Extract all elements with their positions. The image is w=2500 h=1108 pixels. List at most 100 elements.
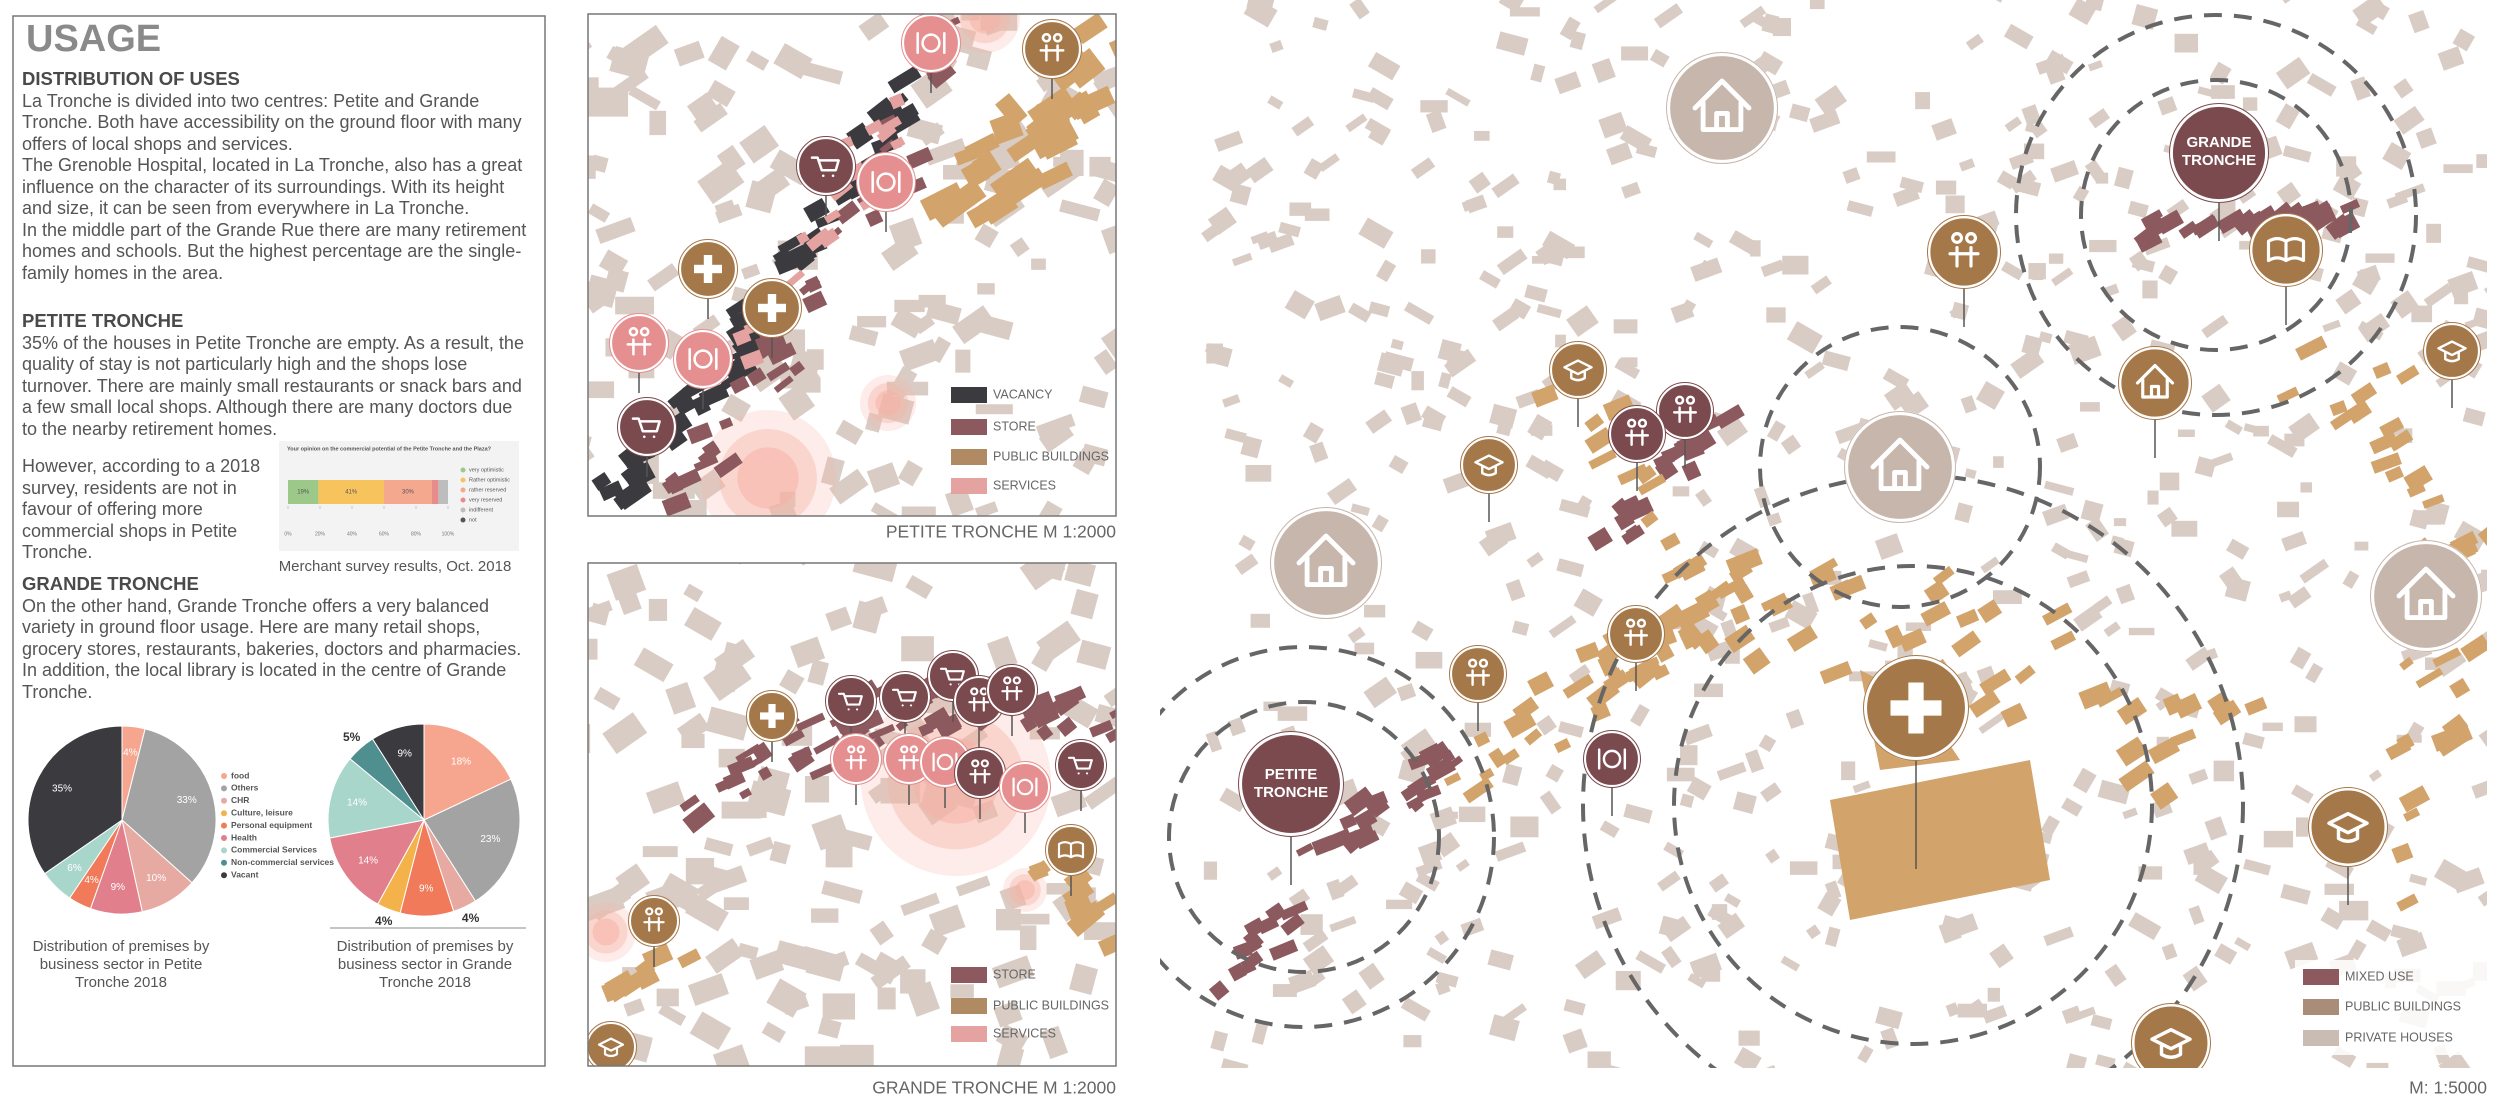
building	[1527, 671, 1555, 697]
building	[2355, 16, 2378, 35]
building	[604, 970, 634, 995]
building	[1657, 608, 1687, 633]
pie-slice	[423, 723, 512, 821]
building	[859, 596, 888, 620]
paragraph: In addition, the local library is locate…	[22, 660, 507, 702]
building	[821, 880, 863, 904]
building	[2339, 198, 2361, 214]
building	[648, 598, 668, 621]
building	[1411, 620, 1434, 642]
building	[1341, 989, 1367, 1015]
building	[841, 829, 873, 851]
building	[2329, 410, 2353, 431]
building	[628, 85, 661, 111]
building	[657, 872, 701, 912]
building	[1653, 3, 1684, 29]
building	[1365, 409, 1393, 434]
service-area	[969, 14, 1001, 34]
pie-slice	[329, 819, 425, 905]
building	[986, 636, 1018, 671]
building	[2162, 693, 2185, 716]
building	[2143, 237, 2171, 256]
building	[2021, 104, 2042, 127]
building	[732, 344, 758, 365]
building	[2073, 604, 2103, 632]
building	[1738, 1030, 1760, 1046]
icon	[1016, 778, 1034, 796]
survey-legend-label: very optimistic	[469, 467, 504, 473]
building	[2299, 558, 2330, 584]
building	[1046, 883, 1070, 895]
building	[2350, 76, 2372, 101]
survey-legend-swatch	[460, 497, 466, 503]
marker-ring	[879, 671, 931, 723]
building	[2097, 779, 2131, 805]
building	[1117, 351, 1156, 388]
building	[2354, 541, 2369, 551]
survey-tick-label: 40%	[347, 531, 358, 537]
building	[2476, 154, 2487, 168]
building	[2078, 681, 2114, 710]
building	[1339, 813, 1358, 830]
survey-caption: Merchant survey results, Oct. 2018	[278, 558, 512, 575]
building	[705, 706, 750, 741]
marker	[856, 152, 916, 212]
building	[1473, 731, 1491, 748]
building	[874, 951, 899, 973]
survey-value-label: 30%	[402, 490, 415, 496]
building	[1766, 420, 1786, 442]
building	[825, 606, 853, 632]
building	[2232, 209, 2260, 236]
building	[1915, 92, 1931, 110]
building	[1019, 925, 1037, 951]
building	[1698, 540, 1720, 559]
building	[1347, 626, 1366, 644]
building	[1273, 1071, 1299, 1094]
building	[1303, 158, 1325, 180]
building	[811, 814, 851, 851]
building	[1978, 711, 2006, 735]
icon	[1948, 232, 1980, 268]
icon	[1563, 359, 1593, 382]
pie-value-label: 14%	[347, 797, 367, 808]
building	[2171, 520, 2198, 537]
icon	[626, 327, 652, 356]
marker-ring	[1656, 382, 1714, 440]
building	[1421, 249, 1436, 264]
building	[1591, 57, 1616, 84]
building	[1219, 787, 1248, 813]
building	[975, 404, 1013, 415]
building	[1000, 167, 1049, 208]
building	[2403, 465, 2433, 492]
building	[1617, 463, 1649, 486]
survey-legend-label: Rather optimistic	[469, 477, 510, 483]
icon	[1870, 437, 1930, 492]
building	[1584, 426, 1615, 454]
building	[598, 480, 624, 502]
building	[1083, 776, 1116, 810]
building	[1096, 159, 1116, 184]
service-area	[875, 390, 901, 416]
building	[1621, 46, 1649, 61]
marker-ring	[609, 313, 669, 373]
building	[2244, 696, 2268, 716]
building	[1267, 95, 1284, 110]
building	[944, 486, 974, 516]
building	[2111, 315, 2137, 342]
building	[1563, 998, 1586, 1016]
building	[1725, 548, 1763, 577]
building	[774, 252, 803, 275]
marker-ring	[746, 690, 798, 742]
building	[736, 942, 759, 961]
legend-label: Others	[231, 783, 259, 793]
building	[2263, 830, 2294, 848]
building	[901, 506, 936, 516]
building	[2158, 264, 2179, 285]
building	[707, 35, 740, 71]
building	[2262, 722, 2283, 732]
marker	[1608, 405, 1666, 463]
service-radius	[1672, 564, 2154, 1046]
building	[1221, 1058, 1249, 1068]
building	[1905, 622, 1932, 631]
building	[2329, 400, 2348, 417]
